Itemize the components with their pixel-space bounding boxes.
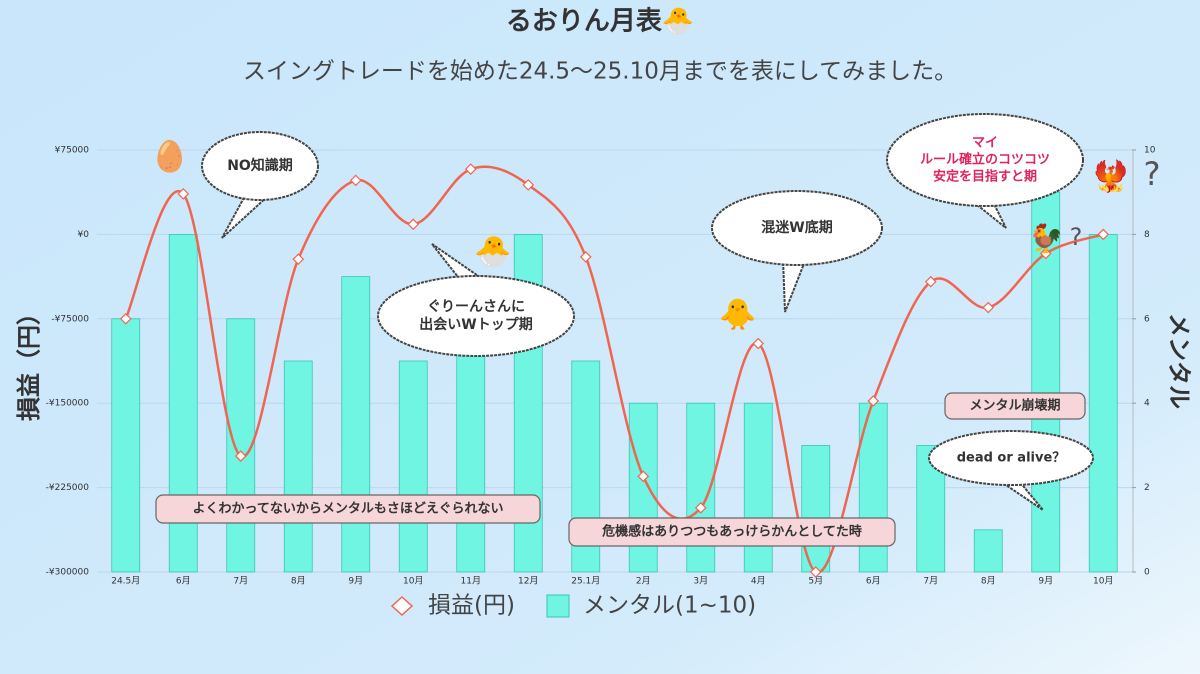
point [522,179,535,191]
point [464,163,477,175]
point [809,566,822,578]
x-tick-label: 7月 [923,576,938,587]
annotation: 危機感はありつつもあっけらかんとしてた時 [602,524,862,540]
point [349,174,362,187]
x-tick-label: 9月 [1038,576,1053,587]
y2-tick-label: 0 [1144,568,1150,578]
x-tick-label: 3月 [693,576,708,587]
x-tick-label: 4月 [751,576,766,587]
annotation: ? [1144,155,1161,193]
x-tick-label: 25.1月 [571,576,600,587]
y2-axis-title: メンタル [1165,313,1193,409]
annotation: dead or alive？ [957,451,1066,466]
y-tick-label: -¥225000 [46,483,90,493]
bar [226,318,256,573]
label-box [944,392,1086,420]
point [867,395,880,407]
annotation: ルール確立のコツコツ [920,152,1050,168]
legend-label: メンタル(1~10) [583,593,756,619]
x-tick-label: 10月 [1093,576,1113,587]
annotation: 安定を目指すと期 [933,168,1037,184]
point [1097,228,1110,241]
annotation: 🐥 [719,297,756,333]
point [407,218,420,231]
bar [341,276,371,573]
x-tick-label: 11月 [461,576,481,587]
annotation: NO知識期 [227,157,293,174]
x-tick-label: 8月 [981,576,996,587]
annotation: 出会いWトップ期 [419,316,532,333]
y2-tick-label: 6 [1144,314,1150,324]
point [752,337,765,350]
point [982,301,995,314]
x-tick-label: 2月 [636,576,651,587]
annotation: 混迷W底期 [761,219,832,236]
annotation: 🐓 [1029,222,1064,255]
bar [111,318,141,573]
annotation: 🥚 [151,139,188,175]
x-tick-label: 9月 [348,576,363,587]
annotation: ? [1070,223,1083,251]
x-tick-label: 6月 [176,576,191,587]
y-tick-label: ¥75000 [55,146,90,156]
bar [1088,233,1118,573]
bubble-cover [379,277,573,355]
y-tick-label: -¥150000 [46,399,90,409]
annotation: ぐりーんさんに [427,299,525,315]
point [177,188,190,200]
x-tick-label: 7月 [233,576,248,587]
chart-subtitle: スイングトレードを始めた24.5〜25.10月までを表にしてみました。 [243,59,957,85]
y2-tick-label: 4 [1144,399,1150,409]
y2-tick-label: 8 [1144,230,1150,240]
point [234,450,247,462]
y-axis-title: 損益（円） [15,301,43,421]
chart-title: るおりん月表🐣 [506,6,694,37]
bar [743,402,773,573]
x-tick-label: 10月 [403,576,423,587]
legend-label: 損益(円) [428,593,515,619]
y-tick-label: -¥75000 [51,314,89,324]
bubble-cover [203,133,317,199]
bubble-cover [930,432,1092,484]
point [1039,247,1052,260]
legend-marker [546,594,570,618]
point [694,502,707,514]
point [579,251,592,263]
x-tick-label: 5月 [808,576,823,587]
bar [398,360,428,573]
x-tick-label: 6月 [866,576,881,587]
annotation: マイ [972,136,998,151]
label-box [155,494,541,524]
x-tick-label: 12月 [518,576,538,587]
y-tick-label: -¥300000 [46,568,90,578]
annotation: よくわかってないからメンタルもさほどえぐられない [193,502,504,517]
bar [628,402,658,573]
annotation: 🐣 [474,234,511,270]
y2-tick-label: 10 [1144,146,1156,156]
point [292,253,305,266]
point [637,470,650,483]
x-tick-label: 8月 [291,576,306,587]
point [119,312,132,325]
bar [283,360,313,573]
x-tick-label: 24.5月 [111,576,140,587]
line [124,165,1104,574]
bubble-tail [221,192,271,239]
label-box [568,517,896,547]
bar [973,529,1003,573]
annotation: 🐦‍🔥 [1092,159,1129,195]
bubble-cover [713,192,881,264]
y2-tick-label: 2 [1144,483,1150,493]
bubble-cover [888,115,1082,205]
annotation: メンタル崩壊期 [969,398,1060,414]
legend-marker [390,595,414,617]
y-tick-label: ¥0 [78,230,90,240]
point [924,275,937,288]
